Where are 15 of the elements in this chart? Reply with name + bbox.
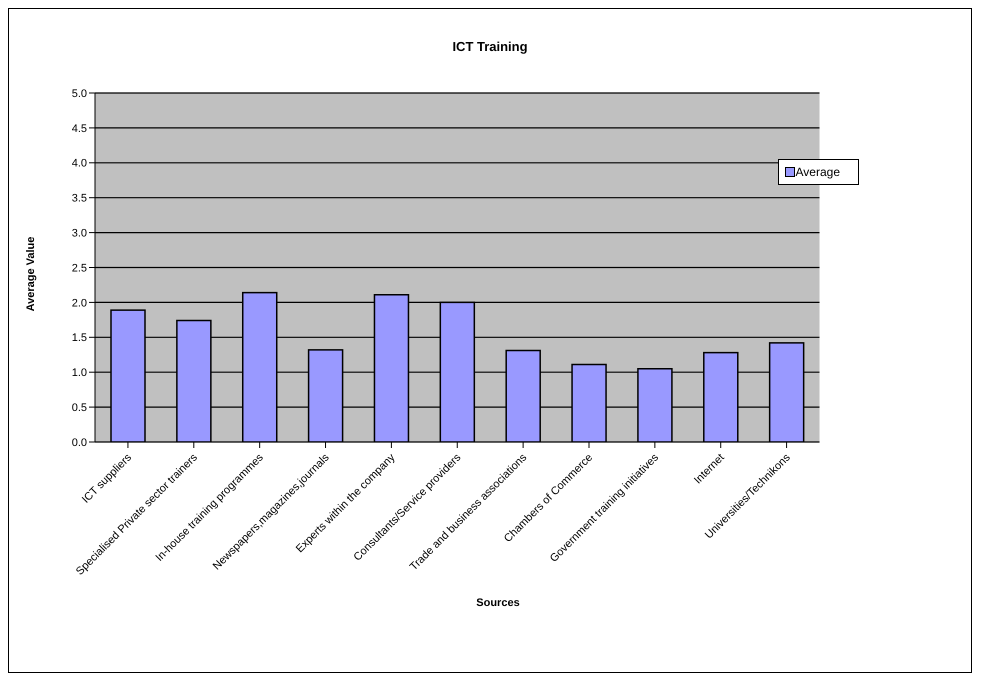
y-tick-label: 1.5 (72, 332, 87, 344)
y-tick-label: 4.5 (72, 122, 87, 135)
y-tick-label: 3.5 (72, 192, 87, 205)
y-tick-label: 2.0 (72, 297, 87, 310)
y-tick-label: 4.0 (72, 158, 87, 170)
y-tick-label: 5.0 (72, 88, 87, 100)
y-tick-label: 0.0 (72, 436, 87, 449)
y-axis-title: Average Value (25, 236, 37, 312)
y-tick-label: 0.5 (72, 402, 87, 414)
chart-title: ICT Training (451, 39, 529, 54)
y-tick-label: 3.0 (72, 228, 87, 240)
legend-label: Average (796, 165, 840, 179)
y-tick-label: 2.5 (72, 262, 87, 274)
y-tick-label: 1.0 (72, 367, 87, 380)
x-axis-title: Sources (475, 597, 521, 609)
